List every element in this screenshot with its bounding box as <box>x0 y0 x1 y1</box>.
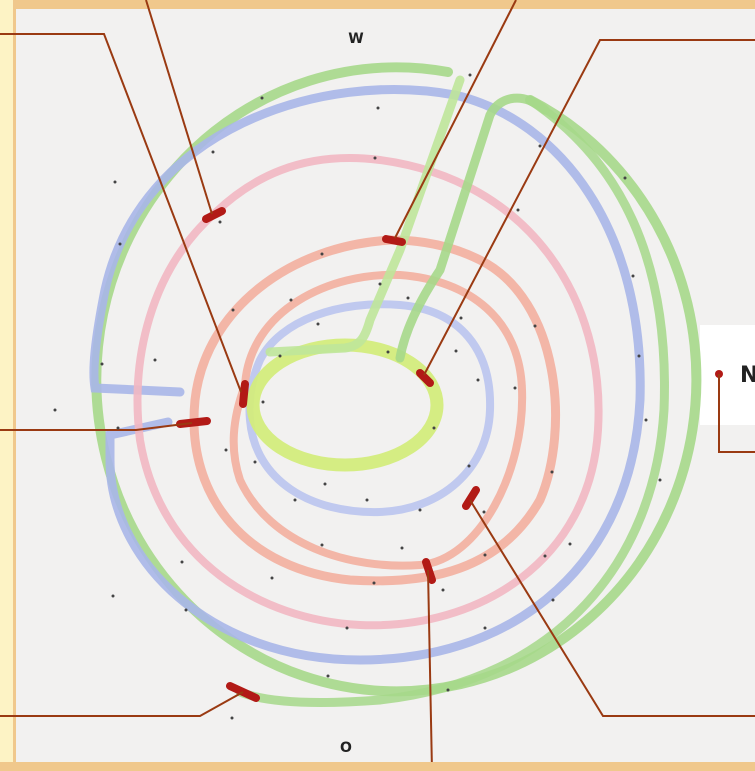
callout-line-4 <box>423 39 755 376</box>
compass-north-label: N <box>740 363 755 388</box>
paper-notch <box>700 325 755 425</box>
ring-pink <box>133 154 603 630</box>
compass-south-label: O <box>340 740 352 756</box>
callout-line-5 <box>0 422 193 431</box>
pencil-marks <box>53 73 662 720</box>
callout-line-1 <box>145 0 213 215</box>
callout-line-7 <box>469 499 755 717</box>
frame-top-border <box>0 0 755 9</box>
marker-2 <box>382 235 406 246</box>
frame-bottom-border <box>0 762 755 771</box>
frame-left-border <box>13 0 16 771</box>
marker-1 <box>202 207 226 223</box>
marker-6 <box>462 486 480 510</box>
callout-line-6 <box>718 374 755 453</box>
ring-blue-left <box>89 85 460 397</box>
corridor-green-left <box>265 75 465 357</box>
callout-line-9 <box>427 569 433 771</box>
ring-blue <box>105 90 645 665</box>
callout-line-2 <box>394 0 517 239</box>
callout-line-3 <box>0 33 242 393</box>
frame-left-panel <box>0 0 15 771</box>
ring-salmon-inner <box>229 270 527 570</box>
compass-west-label: W <box>348 31 363 47</box>
corridor-green-right <box>395 93 550 363</box>
maze-rings <box>89 62 702 707</box>
ring-salmon-outer <box>189 235 561 586</box>
marker-4 <box>239 380 249 408</box>
callout-line-8 <box>0 691 244 717</box>
ring-green-outer-right <box>235 95 669 707</box>
marker-3 <box>416 369 434 387</box>
